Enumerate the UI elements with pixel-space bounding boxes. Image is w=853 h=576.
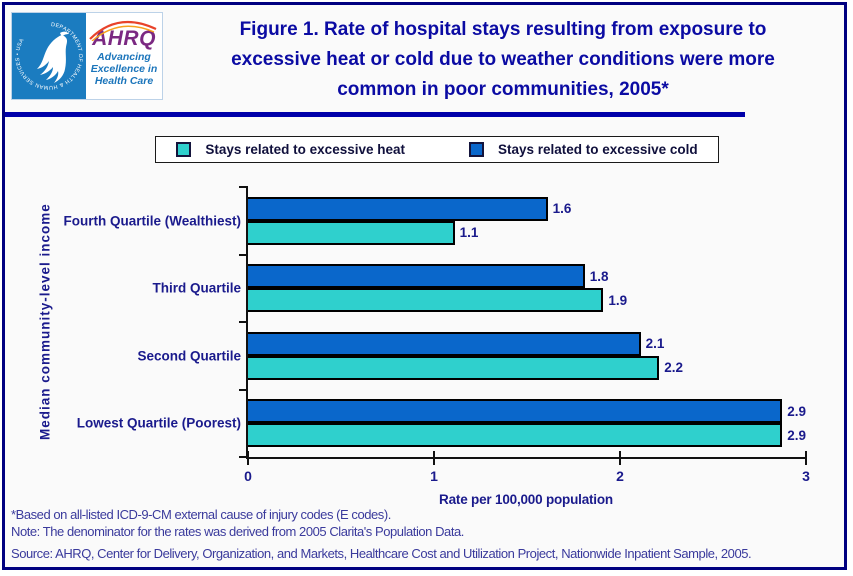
bar-value-label: 2.9 xyxy=(787,403,806,419)
y-axis-tick xyxy=(239,253,248,256)
x-axis-tick-label: 1 xyxy=(430,468,438,484)
ahrq-wordmark: AHRQ Advancing Excellence in Health Care xyxy=(86,13,162,99)
bar-value-label: 1.6 xyxy=(552,201,572,217)
x-axis-tick xyxy=(619,451,621,465)
chart-legend: Stays related to excessive heat Stays re… xyxy=(155,136,719,163)
title-line-2: excessive heat or cold due to weather co… xyxy=(231,49,775,70)
x-axis-tick-label: 3 xyxy=(802,468,810,484)
footnotes: *Based on all-listed ICD-9-CM external c… xyxy=(11,507,840,563)
y-axis-tick xyxy=(239,388,248,391)
ahrq-acronym: AHRQ xyxy=(92,27,156,50)
bar-value-label: 2.2 xyxy=(664,360,683,376)
y-axis-tick xyxy=(239,321,248,323)
bar-heat xyxy=(248,355,660,380)
bar-cold xyxy=(248,399,783,424)
bar-cold xyxy=(248,331,641,356)
title-line-3: common in poor communities, 2005* xyxy=(337,79,669,100)
legend-item-cold: Stays related to excessive cold xyxy=(469,142,698,157)
hhs-eagle-icon: DEPARTMENT OF HEALTH & HUMAN SERVICES • … xyxy=(15,22,83,90)
x-axis-tick xyxy=(805,451,807,465)
tagline-line-2: Excellence in xyxy=(90,63,158,75)
bar-value-label: 1.8 xyxy=(589,268,609,284)
x-axis-tick xyxy=(433,451,435,465)
tagline-line-1: Advancing xyxy=(97,51,151,63)
bar-value-label: 1.9 xyxy=(608,292,628,308)
x-axis-tick-label: 2 xyxy=(616,468,624,484)
bar-value-label: 1.1 xyxy=(459,225,479,241)
bar-heat xyxy=(248,220,455,245)
heat-swatch-icon xyxy=(176,142,192,157)
chart-row: Lowest Quartile (Poorest) 2.9 2.9 xyxy=(77,390,806,458)
tagline-line-3: Health Care xyxy=(94,75,154,87)
bar-cold xyxy=(248,196,548,221)
slide-frame: DEPARTMENT OF HEALTH & HUMAN SERVICES • … xyxy=(2,2,847,570)
bar-cold xyxy=(248,264,585,289)
cold-swatch-icon xyxy=(469,142,484,157)
footnote-asterisk: *Based on all-listed ICD-9-CM external c… xyxy=(11,507,391,522)
hhs-logo: DEPARTMENT OF HEALTH & HUMAN SERVICES • … xyxy=(12,13,86,99)
y-axis-tick xyxy=(239,456,248,458)
chart-row: Second Quartile 2.1 2.2 xyxy=(137,322,806,390)
x-axis-tick-label: 0 xyxy=(244,468,252,484)
footnote-note: Note: The denominator for the rates was … xyxy=(11,523,464,539)
legend-label-heat: Stays related to excessive heat xyxy=(205,142,405,157)
bar-value-label: 2.1 xyxy=(645,336,665,352)
chart-row: Fourth Quartile (Wealthiest) 1.6 1.1 xyxy=(63,187,806,255)
x-axis-tick xyxy=(247,451,249,465)
legend-label-cold: Stays related to excessive cold xyxy=(498,142,698,157)
figure-title: Figure 1. Rate of hospital stays resulti… xyxy=(170,15,836,105)
ahrq-tagline: Advancing Excellence in Health Care xyxy=(91,51,158,87)
bar-heat xyxy=(248,288,604,313)
category-label: Second Quartile xyxy=(137,348,241,364)
bar-value-label: 2.9 xyxy=(787,427,806,443)
header-divider xyxy=(5,112,745,117)
bar-heat xyxy=(248,423,783,448)
category-label: Fourth Quartile (Wealthiest) xyxy=(63,213,241,229)
ahrq-hhs-logo: DEPARTMENT OF HEALTH & HUMAN SERVICES • … xyxy=(11,12,163,100)
plot-area: Fourth Quartile (Wealthiest) 1.6 1.1 Third … xyxy=(63,186,810,484)
x-axis-title: Rate per 100,000 population xyxy=(439,492,613,507)
title-line-1: Figure 1. Rate of hospital stays resulti… xyxy=(239,19,767,40)
ahrq-swoosh-icon xyxy=(89,20,157,41)
chart-rows: Fourth Quartile (Wealthiest) 1.6 1.1 Third … xyxy=(63,187,806,458)
chart-row: Third Quartile 1.8 1.9 xyxy=(152,255,806,323)
category-label: Third Quartile xyxy=(152,280,241,296)
footnote-source: Source: AHRQ, Center for Delivery, Organ… xyxy=(11,546,752,561)
legend-item-heat: Stays related to excessive heat xyxy=(176,142,405,157)
category-label: Lowest Quartile (Poorest) xyxy=(76,415,241,431)
y-axis-tick xyxy=(239,186,248,188)
